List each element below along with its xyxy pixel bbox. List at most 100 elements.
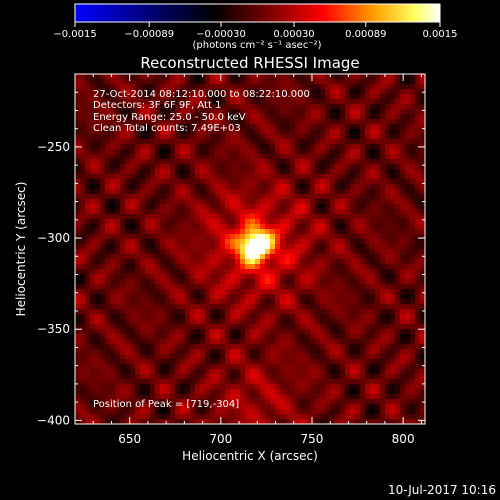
heatmap-cell xyxy=(315,194,321,200)
heatmap-cell xyxy=(385,399,391,405)
heatmap-cell xyxy=(100,219,106,225)
heatmap-cell xyxy=(150,324,156,330)
heatmap-cell xyxy=(320,164,326,170)
heatmap-cell xyxy=(320,394,326,400)
heatmap-cell xyxy=(90,324,96,330)
heatmap-cell xyxy=(95,159,101,165)
heatmap-cell xyxy=(285,179,291,185)
heatmap-cell xyxy=(410,339,416,345)
heatmap-cell xyxy=(185,409,191,415)
heatmap-cell xyxy=(215,209,221,215)
heatmap-cell xyxy=(245,299,251,305)
heatmap-cell xyxy=(110,329,116,335)
heatmap-cell xyxy=(240,239,246,245)
heatmap-cell xyxy=(275,104,281,110)
heatmap-cell xyxy=(170,304,176,310)
heatmap-cell xyxy=(110,414,116,420)
heatmap-cell xyxy=(290,319,296,325)
heatmap-cell xyxy=(245,119,251,125)
heatmap-cell xyxy=(390,309,396,315)
heatmap-cell xyxy=(400,334,406,340)
heatmap-cell xyxy=(350,374,356,380)
heatmap-cell xyxy=(325,399,331,405)
heatmap-cell xyxy=(260,254,266,260)
heatmap-cell xyxy=(395,224,401,230)
heatmap-cell xyxy=(235,79,241,85)
heatmap-cell xyxy=(315,74,321,80)
heatmap-cell xyxy=(215,134,221,140)
heatmap-cell xyxy=(105,409,111,415)
heatmap-cell xyxy=(175,194,181,200)
heatmap-cell xyxy=(270,89,276,95)
heatmap-cell xyxy=(290,269,296,275)
heatmap-cell xyxy=(190,104,196,110)
heatmap-cell xyxy=(145,214,151,220)
heatmap-cell xyxy=(215,249,221,255)
heatmap-cell xyxy=(105,249,111,255)
heatmap-cell xyxy=(285,389,291,395)
heatmap-cell xyxy=(220,214,226,220)
heatmap-cell xyxy=(275,114,281,120)
heatmap-cell xyxy=(205,279,211,285)
heatmap-cell xyxy=(105,159,111,165)
heatmap-cell xyxy=(400,384,406,390)
heatmap-cell xyxy=(135,104,141,110)
heatmap-cell xyxy=(100,234,106,240)
heatmap-cell xyxy=(75,419,81,424)
heatmap-cell xyxy=(80,224,86,230)
heatmap-cell xyxy=(200,299,206,305)
heatmap-cell xyxy=(335,174,341,180)
heatmap-cell xyxy=(205,99,211,105)
heatmap-cell xyxy=(245,254,251,260)
heatmap-cell xyxy=(270,119,276,125)
heatmap-cell xyxy=(310,264,316,270)
heatmap-cell xyxy=(285,269,291,275)
heatmap-cell xyxy=(370,274,376,280)
heatmap-cell xyxy=(305,364,311,370)
heatmap-cell xyxy=(115,289,121,295)
heatmap-cell xyxy=(125,279,131,285)
heatmap-cell xyxy=(75,139,81,145)
heatmap-cell xyxy=(115,184,121,190)
heatmap-cell xyxy=(415,154,421,160)
heatmap-cell xyxy=(295,149,301,155)
heatmap-cell xyxy=(365,259,371,265)
heatmap-cell xyxy=(90,314,96,320)
heatmap-cell xyxy=(215,334,221,340)
heatmap-cell xyxy=(190,374,196,380)
heatmap-cell xyxy=(165,419,171,424)
heatmap-cell xyxy=(330,234,336,240)
heatmap-cell xyxy=(385,234,391,240)
heatmap-cell xyxy=(405,319,411,325)
heatmap-cell xyxy=(375,274,381,280)
heatmap-cell xyxy=(230,254,236,260)
heatmap-cell xyxy=(300,344,306,350)
heatmap-cell xyxy=(135,134,141,140)
heatmap-cell xyxy=(375,219,381,225)
heatmap-cell xyxy=(175,379,181,385)
heatmap-cell xyxy=(105,394,111,400)
heatmap-cell xyxy=(385,79,391,85)
heatmap-cell xyxy=(305,274,311,280)
heatmap-cell xyxy=(130,194,136,200)
heatmap-cell xyxy=(385,154,391,160)
heatmap-cell xyxy=(120,89,126,95)
heatmap-cell xyxy=(90,309,96,315)
heatmap-cell xyxy=(115,414,121,420)
heatmap-cell xyxy=(135,394,141,400)
heatmap-cell xyxy=(210,199,216,205)
heatmap-cell xyxy=(340,404,346,410)
heatmap-cell xyxy=(190,259,196,265)
heatmap-cell xyxy=(270,264,276,270)
heatmap-cell xyxy=(200,369,206,375)
heatmap-cell xyxy=(235,224,241,230)
heatmap-cell xyxy=(315,139,321,145)
heatmap-cell xyxy=(270,204,276,210)
heatmap-cell xyxy=(340,319,346,325)
heatmap-cell xyxy=(240,139,246,145)
heatmap-cell xyxy=(125,209,131,215)
heatmap-cell xyxy=(285,104,291,110)
heatmap-cell xyxy=(315,319,321,325)
heatmap-cell xyxy=(215,284,221,290)
heatmap-cell xyxy=(160,109,166,115)
